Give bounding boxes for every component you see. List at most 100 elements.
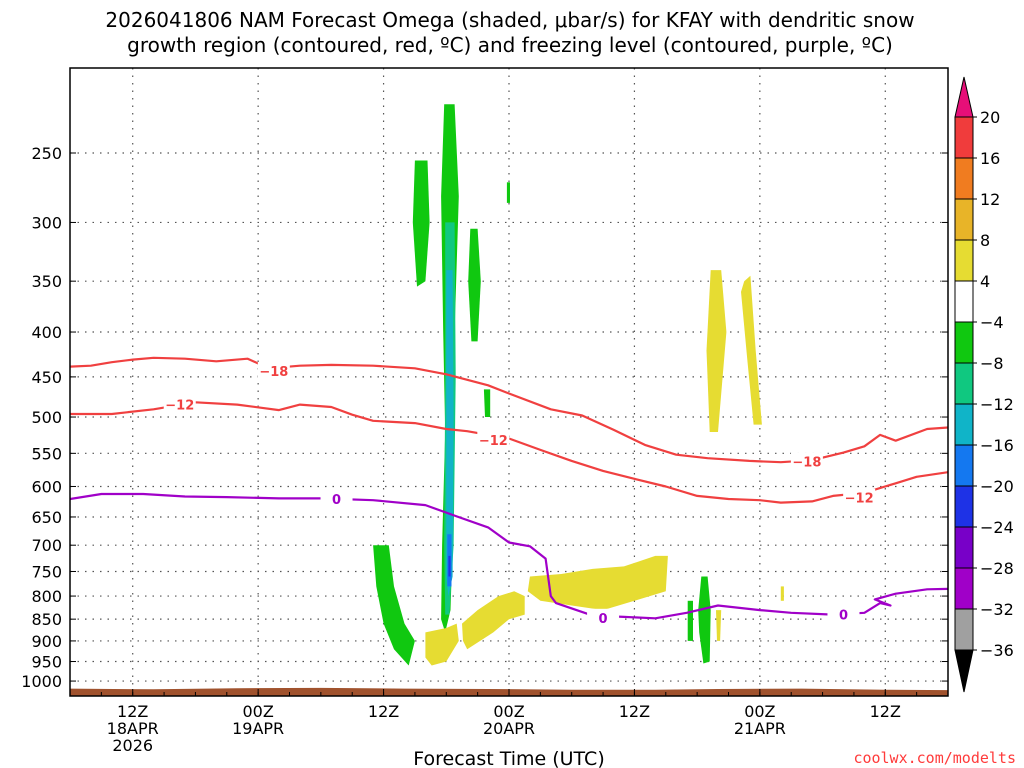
x-tick-label: 00Z (744, 702, 775, 721)
y-tick-label: 950 (31, 653, 62, 672)
colorbar-swatch (954, 485, 974, 528)
colorbar-label: −24 (980, 518, 1014, 537)
omega-region (506, 182, 510, 203)
y-tick-label: 600 (31, 477, 62, 496)
chart-title-line1: 2026041806 NAM Forecast Omega (shaded, μ… (105, 8, 914, 32)
contour-label: −12 (165, 399, 194, 414)
omega-region (741, 275, 762, 425)
y-tick-label: 550 (31, 444, 62, 463)
contour-label-bg (320, 489, 353, 507)
y-tick-label: 750 (31, 562, 62, 581)
omega-region (462, 591, 525, 650)
colorbar-label: −16 (980, 436, 1014, 455)
omega-region (698, 576, 711, 664)
colorbar-swatch (954, 116, 974, 159)
x-tick-label: 12Z (619, 702, 650, 721)
y-tick-label: 500 (31, 408, 62, 427)
omega-region (448, 555, 451, 577)
colorbar-top-arrow (954, 76, 974, 118)
contour-label: −18 (792, 456, 821, 471)
x-tick-label: 21APR (734, 719, 786, 738)
chart-title-line2: growth region (contoured, red, ºC) and f… (127, 33, 893, 57)
colorbar-swatch (954, 608, 974, 651)
x-tick-label: 19APR (232, 719, 284, 738)
x-tick-label: 12Z (117, 702, 148, 721)
y-tick-label: 900 (31, 632, 62, 651)
colorbar-swatch (954, 280, 974, 323)
omega-region (373, 545, 415, 666)
omega-region (483, 389, 491, 417)
colorbar-label: 12 (980, 190, 1000, 209)
contours (70, 356, 948, 620)
colorbar-label: −32 (980, 600, 1014, 619)
omega-shading (373, 104, 784, 666)
x-tick-label: 2026 (112, 736, 153, 755)
contour--18 (70, 356, 948, 464)
omega-region (780, 586, 784, 601)
colorbar-label: 16 (980, 149, 1000, 168)
contour-label: 0 (332, 493, 341, 508)
colorbar-label: −4 (980, 313, 1004, 332)
y-tick-label: 1000 (21, 672, 62, 691)
colorbar-swatch (954, 362, 974, 405)
credit-text: coolwx.com/modelts (853, 749, 1016, 767)
colorbar-swatch (954, 239, 974, 282)
colorbar: 20 16 12 8 4 −4 −8 −12 −16 −20 −24 −28 −32 −36 (954, 76, 1014, 693)
contour-label-bg (587, 608, 620, 626)
omega-region (687, 600, 693, 641)
y-tick-label: 400 (31, 323, 62, 342)
contour--12 (70, 401, 948, 504)
x-tick-label: 12Z (368, 702, 399, 721)
colorbar-label: 20 (980, 108, 1000, 127)
contour-labels: −18 −18 −12 −12 −12 0 0 0 (163, 361, 876, 627)
y-tick-label: 700 (31, 536, 62, 555)
omega-region (527, 555, 668, 611)
x-tick-label: 20APR (483, 719, 535, 738)
contour-label-bg (827, 605, 860, 623)
y-tick-label: 650 (31, 508, 62, 527)
colorbar-bottom-arrow (954, 649, 974, 693)
x-tick-label: 18APR (107, 719, 159, 738)
x-tick-label: 00Z (242, 702, 273, 721)
y-tick-label: 350 (31, 272, 62, 291)
colorbar-label: −36 (980, 641, 1014, 660)
colorbar-label: −28 (980, 559, 1014, 578)
contour-label: 0 (839, 609, 848, 624)
x-tick-label: 00Z (493, 702, 524, 721)
contour-label-bg (790, 452, 823, 470)
colorbar-label: −12 (980, 395, 1014, 414)
colorbar-swatch (954, 567, 974, 610)
omega-region (716, 610, 722, 641)
colorbar-swatch (954, 321, 974, 364)
contour-label-bg (163, 395, 196, 413)
contour-label-bg (843, 488, 876, 506)
colorbar-label: 4 (980, 272, 990, 291)
omega-region (425, 623, 459, 666)
omega-region (706, 270, 727, 432)
contour-label: 0 (599, 612, 608, 627)
y-tick-label: 800 (31, 587, 62, 606)
contour-label-bg (477, 430, 510, 448)
y-tick-label: 450 (31, 368, 62, 387)
contour-label-bg (257, 361, 290, 379)
colorbar-label: 8 (980, 231, 990, 250)
pressure-axis: 250 300 350 400 450 500 550 600 650 700 750 800 850 9… (21, 144, 948, 691)
contour-label: −18 (259, 365, 288, 380)
contour-label: −12 (479, 434, 508, 449)
x-tick-label: 12Z (870, 702, 901, 721)
y-tick-label: 250 (31, 144, 62, 163)
colorbar-swatch (954, 157, 974, 200)
omega-region (412, 160, 430, 287)
contour-0 (70, 492, 948, 620)
y-tick-label: 300 (31, 213, 62, 232)
colorbar-swatch (954, 444, 974, 487)
colorbar-label: −8 (980, 354, 1004, 373)
colorbar-label: −20 (980, 477, 1014, 496)
x-axis-label: Forecast Time (UTC) (413, 748, 604, 768)
colorbar-swatch (954, 403, 974, 446)
colorbar-swatch (954, 198, 974, 241)
y-tick-label: 850 (31, 610, 62, 629)
omega-region (468, 228, 481, 342)
